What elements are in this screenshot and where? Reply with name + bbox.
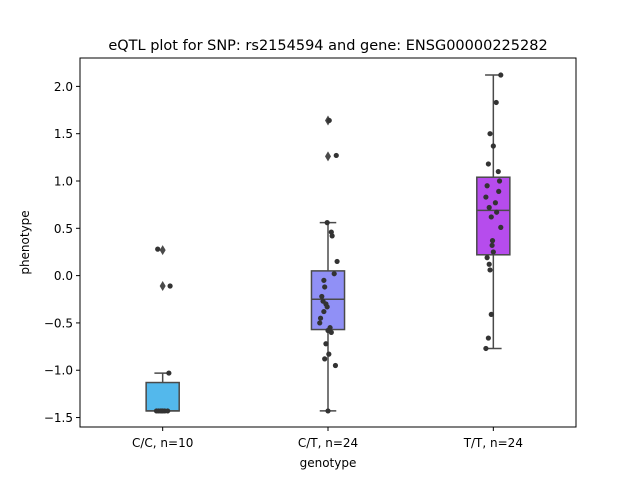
y-tick-label: −0.5: [44, 316, 73, 330]
data-point: [319, 293, 325, 300]
data-point: [486, 204, 492, 211]
data-point: [317, 315, 324, 321]
data-point: [486, 261, 492, 267]
x-tick-label: C/T, n=24: [298, 436, 358, 450]
y-tick-label: −1.5: [44, 411, 73, 425]
data-point: [489, 238, 496, 244]
data-point: [490, 249, 496, 255]
data-point: [485, 335, 491, 341]
outlier-marker: [159, 245, 166, 256]
y-tick-label: 1.0: [54, 175, 73, 189]
y-tick-label: 0.0: [54, 269, 73, 283]
data-point: [167, 283, 173, 289]
x-axis-label: genotype: [300, 456, 357, 470]
data-point: [488, 311, 494, 318]
data-point: [331, 271, 337, 277]
data-point: [321, 277, 327, 283]
data-point: [321, 308, 327, 315]
data-point: [326, 351, 332, 357]
data-point: [498, 224, 504, 230]
data-point: [323, 341, 329, 347]
y-tick-label: 0.5: [54, 222, 73, 236]
data-point: [322, 284, 328, 290]
y-tick-label: 1.5: [54, 127, 73, 141]
data-point: [329, 233, 335, 239]
data-point: [324, 304, 330, 310]
data-point: [483, 194, 489, 200]
outlier-marker: [159, 281, 166, 292]
box-group: [145, 245, 180, 412]
data-point: [495, 168, 501, 175]
data-point: [333, 152, 339, 159]
axes-frame: [79, 57, 577, 428]
data-point: [487, 131, 493, 137]
data-point: [159, 408, 165, 414]
data-point: [493, 99, 499, 106]
outlier-marker: [325, 151, 331, 162]
y-tick-label: 2.0: [54, 80, 73, 94]
data-point: [490, 143, 496, 149]
data-point: [496, 188, 502, 195]
data-point: [326, 117, 332, 124]
data-point: [155, 246, 161, 252]
data-point: [324, 220, 330, 226]
data-point: [485, 161, 491, 167]
data-point: [496, 178, 503, 184]
y-tick-label: −1.0: [44, 364, 73, 378]
data-point: [494, 209, 500, 215]
data-point: [484, 255, 490, 261]
data-point: [484, 183, 490, 189]
data-point: [165, 408, 171, 414]
data-point: [334, 258, 340, 265]
iqr-box: [145, 381, 180, 412]
data-point: [317, 320, 323, 326]
x-tick-label: C/C, n=10: [132, 436, 193, 450]
data-point: [322, 356, 328, 362]
data-point: [166, 370, 172, 376]
data-point: [498, 72, 504, 78]
x-axis: C/C, n=10 C/T, n=24 T/T, n=24: [132, 427, 523, 450]
data-point: [489, 242, 495, 248]
data-point: [483, 345, 489, 352]
data-point: [328, 329, 334, 335]
data-point: [488, 214, 494, 220]
plot-area: [145, 72, 511, 414]
data-point: [487, 267, 493, 273]
chart-title: eQTL plot for SNP: rs2154594 and gene: E…: [108, 38, 547, 54]
data-point: [325, 408, 331, 414]
data-point: [492, 200, 498, 206]
y-axis-label: phenotype: [18, 210, 32, 274]
iqr-box: [310, 270, 346, 331]
x-tick-label: T/T, n=24: [463, 436, 523, 450]
data-point: [332, 362, 339, 369]
y-axis: −1.5 −1.0 −0.5 0.0 0.5 1.0 1.5 2.0: [44, 80, 80, 425]
